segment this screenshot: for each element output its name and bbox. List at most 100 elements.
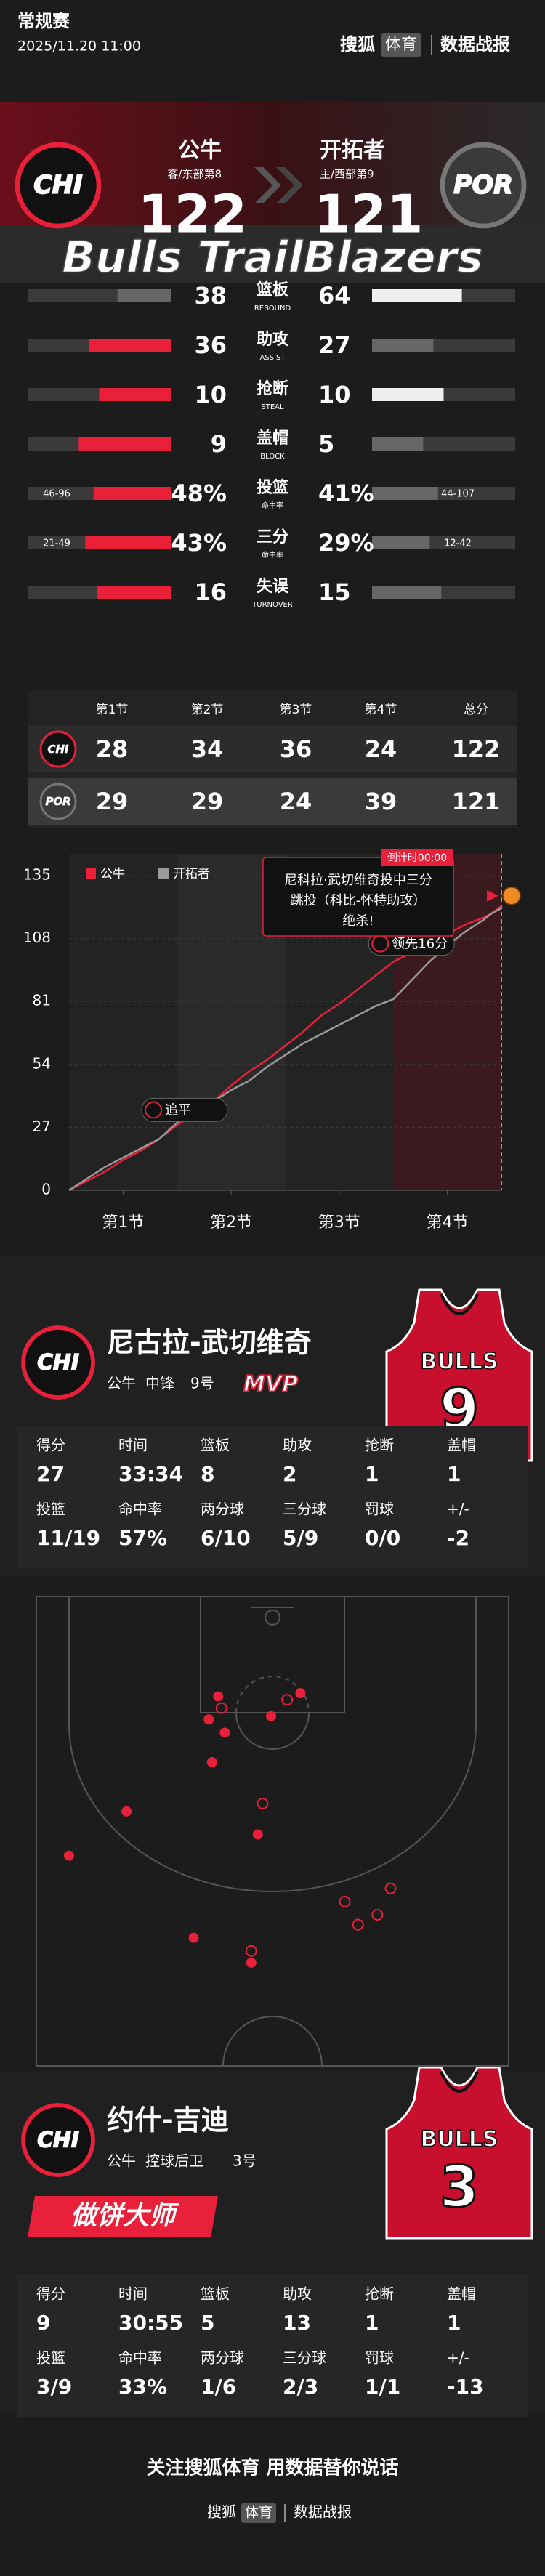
chevron	[254, 167, 281, 203]
shot-made	[213, 1691, 224, 1702]
stat-value: 0/0	[365, 1526, 400, 1550]
stat-value: 57%	[118, 1526, 167, 1550]
stat-value: 48%	[171, 480, 227, 507]
stat-detail: 44-107	[441, 489, 475, 500]
team-logo	[15, 142, 102, 229]
team-logo-text: CHI	[37, 2128, 79, 2153]
stat-value: 1/1	[365, 2375, 400, 2399]
stat-label: +/-	[447, 1501, 469, 1518]
stat-value: 5/9	[283, 1526, 318, 1550]
legend-label: 公牛	[100, 867, 125, 881]
team-score: 121	[314, 184, 423, 245]
y-tick-label: 81	[33, 992, 51, 1009]
team-logo-text: CHI	[48, 743, 69, 756]
stat-label: 抢断	[365, 1437, 394, 1454]
stat-label: 盖帽	[257, 429, 288, 448]
quarter-score: 29	[191, 788, 224, 815]
free-throw-circle-top	[235, 1676, 310, 1713]
team-name: 公牛	[178, 138, 222, 163]
y-tick-label: 135	[23, 866, 51, 884]
stat-label: 助攻	[283, 2285, 312, 2303]
stat-label: 助攻	[257, 330, 289, 349]
stat-value: 8	[201, 1462, 214, 1486]
stat-label: 得分	[36, 1437, 65, 1454]
stat-value: 33:34	[118, 1462, 183, 1486]
center-circle	[222, 2016, 323, 2067]
shot-made	[246, 1957, 257, 1968]
x-tick-label: 第1节	[102, 1214, 144, 1232]
shot-made	[295, 1688, 306, 1699]
stat-sub-label: ASSIST	[260, 354, 286, 362]
player-position: 中锋	[145, 1375, 174, 1392]
shot-made	[63, 1850, 74, 1861]
stat-label: +/-	[447, 2349, 469, 2367]
stat-sub-label: TURNOVER	[251, 601, 293, 609]
stat-label: 罚球	[365, 1501, 394, 1518]
quarter-score: 34	[191, 735, 224, 763]
stats-box	[17, 2274, 528, 2417]
stat-bar	[372, 437, 424, 451]
team-logo-text: POR	[453, 171, 513, 200]
stat-value: 5	[201, 2311, 214, 2335]
jersey-number: 3	[440, 2155, 479, 2220]
quarter-score: 39	[365, 788, 397, 815]
report: 数据战报	[440, 34, 510, 54]
stat-value: 36	[194, 331, 227, 359]
shot-missed	[245, 1945, 257, 1957]
stat-value: 15	[318, 578, 351, 606]
stat-sub-label: BLOCK	[260, 453, 285, 461]
stat-bar	[372, 536, 430, 549]
stat-value: 9	[36, 2311, 50, 2335]
stat-bar	[78, 437, 171, 451]
stat-label: 盖帽	[447, 2285, 476, 2303]
y-tick-label: 27	[33, 1118, 51, 1135]
stat-value: 29%	[318, 529, 374, 557]
stat-bar	[372, 339, 434, 352]
x-tick-label: 第2节	[210, 1214, 252, 1232]
callout-line: 尼科拉·武切维奇投中三分	[284, 873, 432, 888]
player-team: 公牛	[107, 1375, 136, 1392]
quarter-row-bg	[28, 726, 517, 772]
stat-value: 41%	[318, 480, 374, 507]
shot-missed	[257, 1797, 269, 1809]
stat-label: 投篮	[36, 1501, 65, 1518]
quarter-score: 36	[280, 735, 312, 763]
shot-missed	[281, 1694, 294, 1706]
stat-label: 篮板	[256, 280, 289, 299]
quarter-row-bg	[28, 778, 517, 825]
jersey-text: BULLS	[420, 2127, 498, 2152]
stat-value: 64	[318, 282, 351, 310]
stat-bar	[99, 388, 171, 401]
x-tick-label: 第3节	[318, 1214, 360, 1232]
stat-label: 三分	[257, 528, 288, 546]
quarter-band	[69, 854, 177, 1190]
annotation-icon	[144, 1101, 162, 1119]
stat-label: 投篮	[257, 478, 288, 497]
stat-bar	[97, 586, 171, 599]
player-badge: 做饼大师	[70, 2201, 179, 2231]
y-tick-label: 0	[41, 1181, 51, 1198]
stat-detail: 46-96	[43, 489, 70, 500]
stat-bar	[372, 388, 444, 401]
stat-bar	[372, 289, 462, 302]
stat-label: 得分	[36, 2285, 65, 2303]
stat-value: 5	[318, 430, 334, 458]
free-throw-circle	[235, 1712, 310, 1750]
stats-box	[17, 1426, 528, 1568]
player-team: 公牛	[107, 2152, 136, 2170]
player-name: 约什-吉迪	[107, 2104, 229, 2136]
brand-tag: 体育	[385, 36, 417, 54]
quarter-score: 29	[96, 788, 129, 815]
stat-label: 抢断	[365, 2285, 394, 2303]
shot-made	[121, 1806, 132, 1817]
stat-bar	[372, 586, 442, 599]
annotation-pill	[141, 1097, 228, 1122]
stat-label: 时间	[118, 1437, 148, 1454]
team-logo	[21, 1325, 95, 1400]
stat-bar	[93, 487, 171, 500]
watermark-band	[0, 225, 545, 283]
team-logo	[39, 783, 77, 820]
jersey: BULLS 3	[385, 2066, 533, 2240]
shot-missed	[384, 1882, 397, 1894]
